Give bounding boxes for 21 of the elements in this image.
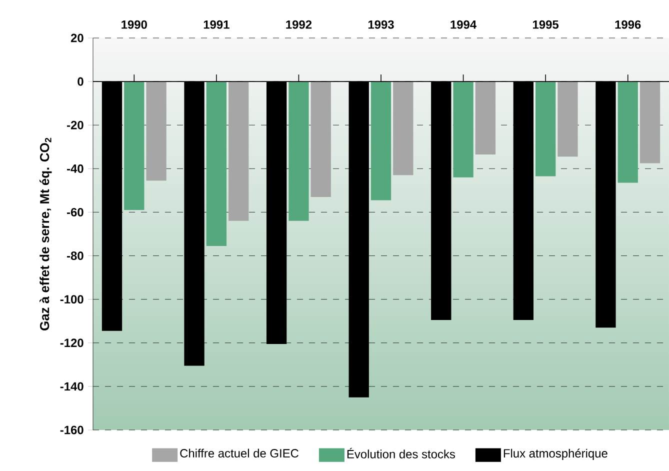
x-tick-label: 1990 [122, 20, 147, 29]
x-tick-label: 1991 [204, 20, 230, 29]
x-tick-label: 1994 [450, 20, 477, 29]
y-tick-label: -20 [67, 120, 84, 130]
legend-label: Évolution des stocks [347, 448, 455, 458]
y-tick-label: -160 [60, 426, 84, 434]
y-tick-label: 20 [70, 34, 84, 42]
x-tick-label: 1996 [615, 20, 641, 29]
y-tick-label: -140 [60, 382, 84, 391]
legend-label: Flux atmosphérique [504, 448, 608, 460]
y-tick-label: -120 [60, 338, 84, 348]
x-tick-label: 1993 [368, 20, 394, 29]
x-tick-label: 1995 [533, 20, 559, 29]
y-tick-label: -60 [67, 208, 84, 216]
legend-label: Chiffre actuel de GIEC [180, 448, 298, 458]
x-tick-label: 1992 [286, 20, 312, 29]
y-tick-label: -40 [67, 164, 84, 173]
y-axis-title: Gaz à effet de serre, Mt éq. CO$_{2}$ [40, 138, 52, 330]
y-tick-label: 0 [78, 77, 84, 86]
y-tick-label: -100 [60, 295, 84, 304]
y-tick-label: -80 [67, 252, 84, 260]
